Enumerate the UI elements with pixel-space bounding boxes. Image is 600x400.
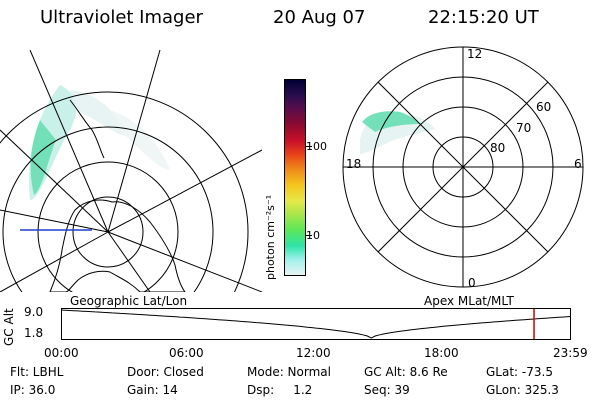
- header-time: 22:15:20 UT: [428, 7, 539, 28]
- apex-polar-plot: 12 18 6 0 60 70 80: [342, 46, 584, 290]
- apex-aurora-patch: [360, 111, 435, 154]
- south-america-coastline: [69, 99, 105, 159]
- time-tick-0600: 06:00: [169, 346, 204, 360]
- info-mode: Mode: Normal: [247, 365, 331, 379]
- instrument-title: Ultraviolet Imager: [40, 7, 203, 28]
- geo-aurora-patch: [29, 85, 170, 200]
- altitude-axis-label: GC Alt: [2, 308, 16, 346]
- header-date: 20 Aug 07: [273, 7, 366, 28]
- colorbar-tick-10: 10: [306, 229, 320, 242]
- info-ip: IP: 36.0: [10, 383, 56, 397]
- time-tick-1800: 18:00: [424, 346, 459, 360]
- info-dsp: Dsp: 1.2: [247, 383, 313, 397]
- geographic-panel-label: Geographic Lat/Lon: [70, 294, 188, 308]
- antarctica-coastline: [49, 199, 186, 292]
- mlt-label-right: 6: [574, 157, 582, 171]
- info-gain: Gain: 14: [127, 383, 178, 397]
- mlt-label-left: 18: [346, 157, 361, 171]
- colorbar: [284, 79, 306, 276]
- info-seq: Seq: 39: [364, 383, 410, 397]
- apex-panel-label: Apex MLat/MLT: [424, 294, 514, 308]
- info-glat: GLat: -73.5: [486, 365, 553, 379]
- info-gc-alt: GC Alt: 8.6 Re: [364, 365, 448, 379]
- altitude-tick-max: 9.0: [24, 305, 44, 319]
- colorbar-tick-100: 100: [306, 140, 327, 153]
- info-door: Door: Closed: [127, 365, 204, 379]
- mlt-label-top: 12: [467, 47, 482, 61]
- colorbar-unit-label: photon cm⁻²s⁻¹: [264, 194, 277, 280]
- time-tick-0000: 00:00: [44, 346, 79, 360]
- mlat-label-60: 60: [536, 100, 551, 114]
- mlat-label-70: 70: [516, 121, 531, 135]
- altitude-plot-frame: [61, 308, 571, 340]
- info-glon: GLon: 325.3: [486, 383, 559, 397]
- geographic-map: [0, 50, 262, 292]
- geo-latitude-circles: [0, 91, 249, 292]
- mlt-label-bottom: 0: [468, 276, 476, 290]
- info-filter: Flt: LBHL: [10, 365, 64, 379]
- apex-mlt-lines: [343, 47, 583, 287]
- colorbar-tick-mark-100: [306, 146, 312, 147]
- mlat-label-80: 80: [490, 141, 505, 155]
- altitude-curve: [61, 309, 572, 339]
- colorbar-gradient: [285, 80, 305, 275]
- altitude-tick-min: 1.8: [24, 326, 44, 340]
- altitude-plot: [61, 308, 572, 340]
- time-tick-1200: 12:00: [296, 346, 331, 360]
- time-tick-2359: 23:59: [553, 346, 588, 360]
- colorbar-tick-mark-10: [306, 235, 312, 236]
